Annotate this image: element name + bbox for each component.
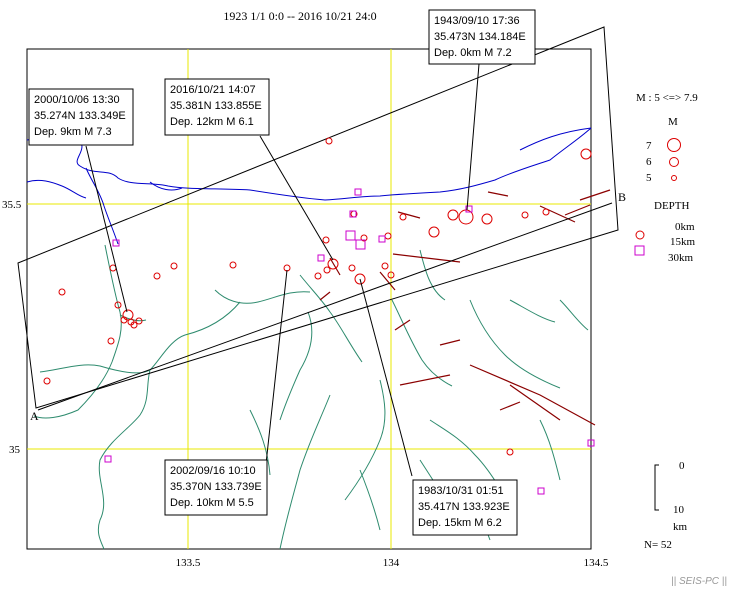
scale-unit-label: km [673, 521, 688, 533]
map-title: 1923 1/1 0:0 -- 2016 10/21 24:0 [223, 9, 376, 23]
legend-depth-0-label: 0km [675, 221, 695, 233]
legend-depth-15-symbol [635, 230, 645, 240]
legend-depth-30-label: 30km [668, 252, 694, 264]
annotation-2002: 2002/09/16 10:10 35.370N 133.739E Dep. 1… [164, 459, 268, 516]
svg-text:Dep. 9km M 7.3: Dep. 9km M 7.3 [34, 126, 112, 138]
map-frame [26, 48, 592, 550]
annotation-2016: 2016/10/21 14:07 35.381N 133.855E Dep. 1… [164, 78, 270, 136]
svg-text:Dep. 15km M 6.2: Dep. 15km M 6.2 [418, 517, 502, 529]
event-count: N= 52 [644, 539, 672, 551]
svg-text:35.473N 134.184E: 35.473N 134.184E [434, 31, 526, 43]
annotation-leaders [85, 63, 480, 477]
svg-text:1943/09/10 17:36: 1943/09/10 17:36 [434, 15, 520, 27]
lon-tick-134-5: 134.5 [584, 557, 609, 569]
svg-text:Dep. 10km M 5.5: Dep. 10km M 5.5 [170, 497, 254, 509]
legend-m6-label: 6 [646, 156, 652, 168]
svg-text:1983/10/31 01:51: 1983/10/31 01:51 [418, 485, 504, 497]
footer-brand: || SEIS-PC || [671, 576, 727, 587]
lat-tick-35: 35 [9, 444, 21, 456]
lon-tick-133-5: 133.5 [176, 557, 201, 569]
svg-text:35.381N 133.855E: 35.381N 133.855E [170, 100, 262, 112]
lat-tick-35-5: 35.5 [2, 199, 22, 211]
active-faults [319, 189, 611, 426]
svg-text:35.417N 133.923E: 35.417N 133.923E [418, 501, 510, 513]
svg-text:35.274N 133.349E: 35.274N 133.349E [34, 110, 126, 122]
annotation-1983: 1983/10/31 01:51 35.417N 133.923E Dep. 1… [412, 479, 518, 536]
svg-text:35.370N 133.739E: 35.370N 133.739E [170, 481, 262, 493]
scale-top-label: 0 [679, 460, 685, 472]
lon-tick-134: 134 [383, 557, 400, 569]
point-a-label: A [30, 409, 39, 423]
coastline [26, 127, 592, 245]
legend-m6-symbol [669, 157, 679, 167]
legend: M : 5 <=> 7.9 M 7 6 5 DEPTH 0km 15km 30k… [634, 92, 698, 551]
scale-bottom-label: 10 [673, 504, 685, 516]
legend-m-header: M [668, 116, 678, 128]
scale-bar [654, 464, 659, 511]
legend-depth-header: DEPTH [654, 200, 690, 212]
svg-text:2002/09/16 10:10: 2002/09/16 10:10 [170, 465, 256, 477]
svg-text:2000/10/06 13:30: 2000/10/06 13:30 [34, 94, 120, 106]
svg-text:Dep. 12km M 6.1: Dep. 12km M 6.1 [170, 116, 254, 128]
shallow-epicenters [43, 137, 592, 456]
legend-m7-label: 7 [646, 140, 652, 152]
legend-m5-symbol [671, 175, 677, 181]
legend-magnitude-range: M : 5 <=> 7.9 [636, 92, 698, 104]
legend-depth-30-symbol [634, 245, 645, 256]
svg-text:2016/10/21 14:07: 2016/10/21 14:07 [170, 84, 256, 96]
cross-section-box [17, 26, 619, 411]
svg-text:Dep. 0km M 7.2: Dep. 0km M 7.2 [434, 47, 512, 59]
deep-epicenters [104, 188, 595, 495]
legend-m5-label: 5 [646, 172, 652, 184]
point-b-label: B [618, 190, 626, 204]
legend-m7-symbol [667, 138, 681, 152]
legend-depth-15-label: 15km [670, 236, 696, 248]
annotation-1943: 1943/09/10 17:36 35.473N 134.184E Dep. 0… [428, 9, 536, 65]
annotation-2000: 2000/10/06 13:30 35.274N 133.349E Dep. 9… [28, 88, 134, 146]
